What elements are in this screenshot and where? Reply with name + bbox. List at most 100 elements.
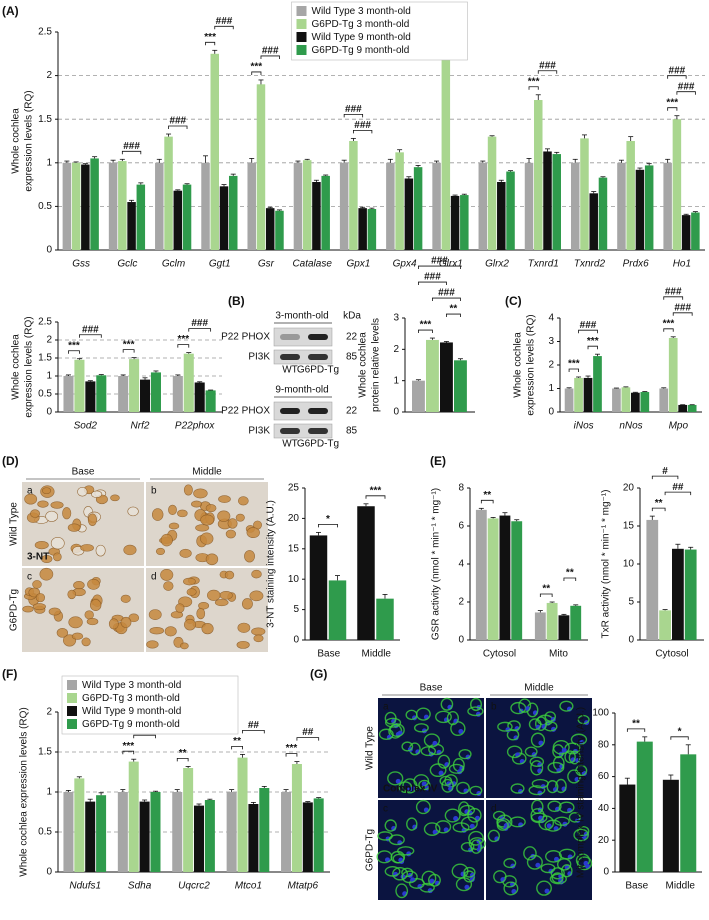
bar bbox=[460, 195, 469, 250]
cell bbox=[384, 717, 402, 728]
bar bbox=[358, 208, 367, 250]
y-tick-label: 0.5 bbox=[38, 827, 52, 838]
y-tick-label: 1 bbox=[46, 787, 52, 798]
cell bbox=[205, 553, 219, 566]
cell bbox=[551, 872, 564, 884]
y-tick-label: 1.5 bbox=[38, 747, 52, 758]
x-tick-label: Glrx1 bbox=[439, 259, 463, 270]
bar bbox=[349, 141, 358, 250]
sig-label: ### bbox=[123, 141, 140, 152]
blot-band bbox=[280, 428, 300, 434]
bar bbox=[281, 792, 292, 872]
x-tick-label: Sdha bbox=[128, 881, 152, 892]
cell bbox=[253, 634, 264, 643]
bar bbox=[412, 380, 425, 412]
cell bbox=[549, 873, 567, 885]
bar bbox=[201, 162, 210, 250]
sig-label: * bbox=[678, 726, 682, 737]
cell bbox=[435, 710, 452, 724]
cell bbox=[415, 799, 431, 815]
bar bbox=[81, 164, 90, 250]
cell bbox=[496, 819, 509, 831]
nucleus bbox=[432, 740, 438, 746]
bar bbox=[534, 612, 546, 640]
cell bbox=[392, 866, 409, 881]
cell bbox=[183, 577, 196, 586]
cell bbox=[227, 518, 238, 529]
x-tick-label: Middle bbox=[362, 649, 392, 660]
row-label: Wild Type bbox=[9, 502, 20, 546]
bar bbox=[454, 360, 467, 412]
bar bbox=[386, 162, 395, 250]
cell bbox=[214, 598, 229, 607]
blot-band bbox=[280, 354, 300, 360]
y-axis-label: 3-NT staining intensity (A.U.) bbox=[266, 500, 277, 628]
sig-bracket bbox=[651, 475, 679, 480]
sig-label: ### bbox=[674, 302, 691, 313]
bar bbox=[478, 162, 488, 250]
bar bbox=[275, 210, 284, 250]
x-tick-label: Mpo bbox=[669, 421, 689, 432]
sig-label: *** bbox=[122, 741, 134, 752]
panel-label: (E) bbox=[430, 454, 446, 468]
bar bbox=[691, 212, 700, 250]
cell bbox=[493, 870, 507, 884]
sig-label: # bbox=[662, 466, 668, 477]
x-tick-label: Mtco1 bbox=[235, 881, 262, 892]
bar bbox=[237, 757, 248, 872]
nucleus bbox=[544, 888, 550, 894]
y-axis-label: protein relative levels bbox=[371, 318, 382, 412]
bar bbox=[570, 162, 580, 250]
cell bbox=[251, 627, 266, 636]
sig-label: *** bbox=[68, 340, 80, 351]
nucleus bbox=[561, 747, 567, 753]
sig-bracket bbox=[133, 734, 156, 739]
bar bbox=[450, 195, 460, 250]
cell bbox=[205, 504, 217, 513]
y-tick-label: 5 bbox=[628, 597, 634, 608]
bar bbox=[558, 615, 570, 640]
cell bbox=[217, 510, 231, 522]
bar bbox=[552, 154, 561, 250]
blot-band bbox=[280, 334, 300, 340]
sig-label: ## bbox=[248, 720, 260, 731]
sig-label: *** bbox=[123, 339, 135, 350]
cell bbox=[392, 853, 405, 864]
nucleus bbox=[395, 778, 401, 784]
sig-label: ## bbox=[672, 482, 684, 493]
bar bbox=[205, 390, 216, 412]
bar bbox=[646, 519, 659, 640]
bar bbox=[71, 162, 81, 250]
panel-label: (B) bbox=[228, 294, 245, 308]
cell bbox=[470, 839, 482, 854]
bar bbox=[589, 193, 598, 250]
sig-bracket bbox=[68, 350, 80, 354]
cell bbox=[246, 527, 260, 539]
cell bbox=[120, 616, 132, 628]
x-tick-label: iNos bbox=[574, 421, 594, 432]
cell bbox=[195, 524, 210, 532]
stain-label: Complex IV bbox=[383, 784, 438, 795]
bar bbox=[636, 741, 653, 872]
x-tick-label: Uqcrc2 bbox=[178, 881, 210, 892]
bar bbox=[570, 605, 582, 640]
legend-swatch bbox=[67, 680, 77, 690]
bar bbox=[357, 506, 375, 640]
blot-kda: 22 bbox=[346, 332, 358, 343]
bar bbox=[309, 535, 328, 640]
bar bbox=[678, 404, 688, 412]
cell bbox=[184, 618, 196, 631]
cell bbox=[148, 609, 162, 620]
bar bbox=[524, 162, 534, 250]
sig-label: *** bbox=[370, 485, 382, 496]
bar bbox=[63, 376, 74, 412]
y-tick-label: 60 bbox=[598, 771, 610, 782]
bar bbox=[598, 177, 608, 250]
cell bbox=[164, 626, 177, 637]
cell bbox=[437, 754, 451, 769]
bar bbox=[117, 792, 128, 872]
cell bbox=[177, 509, 188, 518]
bar bbox=[404, 178, 414, 250]
cell bbox=[435, 820, 452, 834]
legend-swatch bbox=[296, 32, 307, 42]
